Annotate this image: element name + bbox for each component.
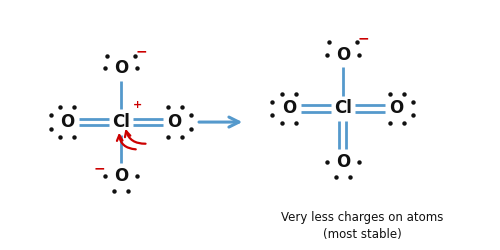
Text: O: O [282,100,296,117]
Text: O: O [168,113,182,131]
Text: O: O [114,167,128,185]
Text: O: O [336,46,350,64]
Text: Cl: Cl [112,113,130,131]
Text: O: O [336,153,350,171]
Text: −: − [358,31,369,45]
Text: Cl: Cl [334,100,352,117]
Text: −: − [136,45,147,59]
FancyArrowPatch shape [117,135,136,149]
FancyArrowPatch shape [199,117,239,127]
Text: +: + [133,100,142,110]
Text: −: − [94,161,105,175]
Text: O: O [60,113,74,131]
Text: (most stable): (most stable) [323,228,402,241]
FancyArrowPatch shape [125,131,146,144]
Text: O: O [390,100,404,117]
Text: O: O [114,59,128,77]
Text: Very less charges on atoms: Very less charges on atoms [282,212,444,224]
